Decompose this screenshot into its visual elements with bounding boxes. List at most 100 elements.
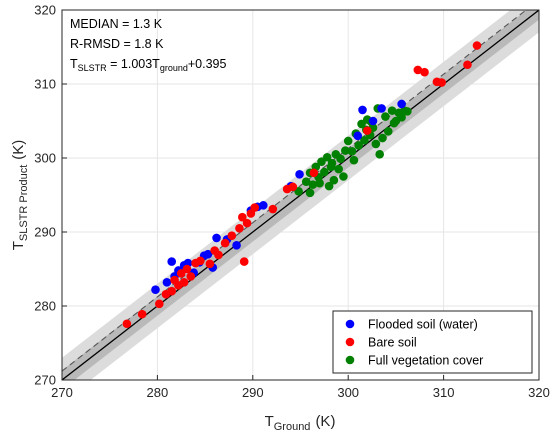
data-point-1 bbox=[362, 126, 372, 135]
annotation-rrmsd: R-RMSD = 1.8 K bbox=[70, 37, 164, 51]
data-point-1 bbox=[242, 218, 252, 228]
y-axis-label-unit: (K) bbox=[10, 140, 27, 160]
y-tick-label: 300 bbox=[34, 151, 56, 166]
x-tick-label: 300 bbox=[337, 385, 359, 400]
data-point-0 bbox=[377, 104, 386, 113]
data-point-2 bbox=[375, 150, 384, 159]
data-point-2 bbox=[354, 141, 363, 150]
data-point-1 bbox=[268, 204, 278, 214]
legend-marker-vegetation bbox=[345, 355, 355, 365]
data-point-1 bbox=[186, 272, 196, 281]
data-point-1 bbox=[463, 60, 472, 70]
data-point-2 bbox=[349, 155, 359, 165]
y-tick-label: 320 bbox=[34, 3, 56, 18]
data-point-2 bbox=[403, 107, 412, 116]
annotation-regression-mid: = 1.003T bbox=[107, 57, 161, 71]
data-point-1 bbox=[437, 78, 446, 87]
data-point-2 bbox=[326, 162, 336, 172]
x-axis-ticks: 270 280 290 300 310 320 bbox=[51, 375, 550, 400]
data-point-2 bbox=[371, 139, 381, 149]
data-point-2 bbox=[389, 118, 399, 128]
data-point-1 bbox=[227, 231, 237, 240]
data-point-1 bbox=[250, 203, 260, 212]
data-point-1 bbox=[420, 67, 429, 77]
data-point-1 bbox=[137, 309, 147, 319]
data-point-0 bbox=[232, 241, 241, 250]
data-point-0 bbox=[368, 116, 378, 126]
data-point-2 bbox=[397, 113, 406, 122]
annotation-regression-sub-ground: ground bbox=[160, 63, 188, 73]
data-point-0 bbox=[353, 131, 363, 141]
data-point-1 bbox=[472, 41, 482, 50]
data-point-0 bbox=[151, 285, 160, 295]
data-point-1 bbox=[288, 182, 298, 192]
data-point-0 bbox=[358, 105, 367, 115]
x-tick-label: 310 bbox=[433, 385, 455, 400]
data-point-1 bbox=[196, 256, 205, 266]
y-axis-label-main: T bbox=[10, 241, 27, 250]
data-point-1 bbox=[179, 278, 189, 287]
data-point-1 bbox=[235, 224, 244, 233]
annotation-median: MEDIAN = 1.3 K bbox=[70, 17, 163, 31]
x-tick-label: 320 bbox=[528, 385, 550, 400]
annotation-regression: TSLSTR = 1.003Tground+0.395 bbox=[70, 57, 226, 73]
data-point-1 bbox=[238, 212, 247, 222]
x-axis-label-sub: Ground bbox=[274, 421, 311, 433]
data-point-0 bbox=[162, 278, 172, 287]
data-point-2 bbox=[381, 112, 390, 121]
data-point-2 bbox=[341, 146, 350, 155]
plot-frame bbox=[61, 9, 540, 381]
data-point-0 bbox=[258, 201, 268, 210]
data-point-2 bbox=[334, 164, 343, 174]
data-point-1 bbox=[413, 65, 423, 75]
data-point-0 bbox=[295, 169, 304, 179]
legend: Flooded soil (water) Bare soil Full vege… bbox=[332, 310, 533, 374]
annotation-regression-intercept: +0.395 bbox=[188, 57, 227, 71]
data-point-1 bbox=[309, 168, 319, 178]
x-axis-label: TGround (K) bbox=[265, 413, 336, 433]
legend-label-vegetation: Full vegetation cover bbox=[368, 354, 483, 368]
legend-label-bare: Bare soil bbox=[368, 336, 417, 350]
data-point-1 bbox=[122, 319, 132, 329]
y-axis-label: TSLSTR Product (K) bbox=[10, 140, 30, 251]
y-axis-label-sub: SLSTR Product bbox=[18, 165, 30, 241]
data-point-1 bbox=[182, 264, 192, 274]
data-point-1 bbox=[205, 259, 215, 269]
data-point-0 bbox=[212, 233, 221, 243]
data-point-2 bbox=[383, 127, 393, 136]
legend-marker-bare bbox=[345, 337, 355, 347]
data-point-2 bbox=[301, 177, 311, 186]
data-point-0 bbox=[203, 249, 213, 259]
annotation-regression-sub-slstr: SLSTR bbox=[78, 63, 108, 73]
legend-label-flooded: Flooded soil (water) bbox=[368, 318, 478, 332]
data-point-2 bbox=[378, 133, 387, 143]
data-point-1 bbox=[220, 238, 230, 248]
y-tick-label: 270 bbox=[34, 373, 56, 388]
data-point-2 bbox=[387, 106, 397, 115]
data-point-2 bbox=[343, 136, 353, 146]
data-point-0 bbox=[167, 257, 177, 266]
data-points bbox=[122, 41, 482, 329]
data-point-2 bbox=[308, 180, 318, 189]
data-point-1 bbox=[167, 286, 177, 296]
x-tick-label: 280 bbox=[147, 385, 169, 400]
data-point-2 bbox=[329, 175, 339, 185]
data-point-1 bbox=[155, 299, 164, 309]
data-point-2 bbox=[315, 178, 324, 188]
data-point-0 bbox=[397, 99, 406, 109]
regression-line bbox=[62, 10, 528, 372]
x-tick-label: 290 bbox=[242, 385, 264, 400]
x-tick-label: 270 bbox=[51, 385, 73, 400]
data-point-2 bbox=[360, 135, 369, 145]
y-tick-label: 280 bbox=[34, 299, 56, 314]
data-point-2 bbox=[305, 188, 315, 198]
data-point-2 bbox=[347, 147, 357, 156]
data-point-2 bbox=[336, 154, 345, 164]
data-point-1 bbox=[214, 250, 223, 260]
legend-marker-flooded bbox=[345, 319, 355, 329]
legend-box bbox=[332, 310, 533, 374]
annotation-regression-t: T bbox=[70, 57, 78, 71]
data-point-1 bbox=[239, 257, 249, 266]
y-tick-label: 290 bbox=[34, 225, 56, 240]
